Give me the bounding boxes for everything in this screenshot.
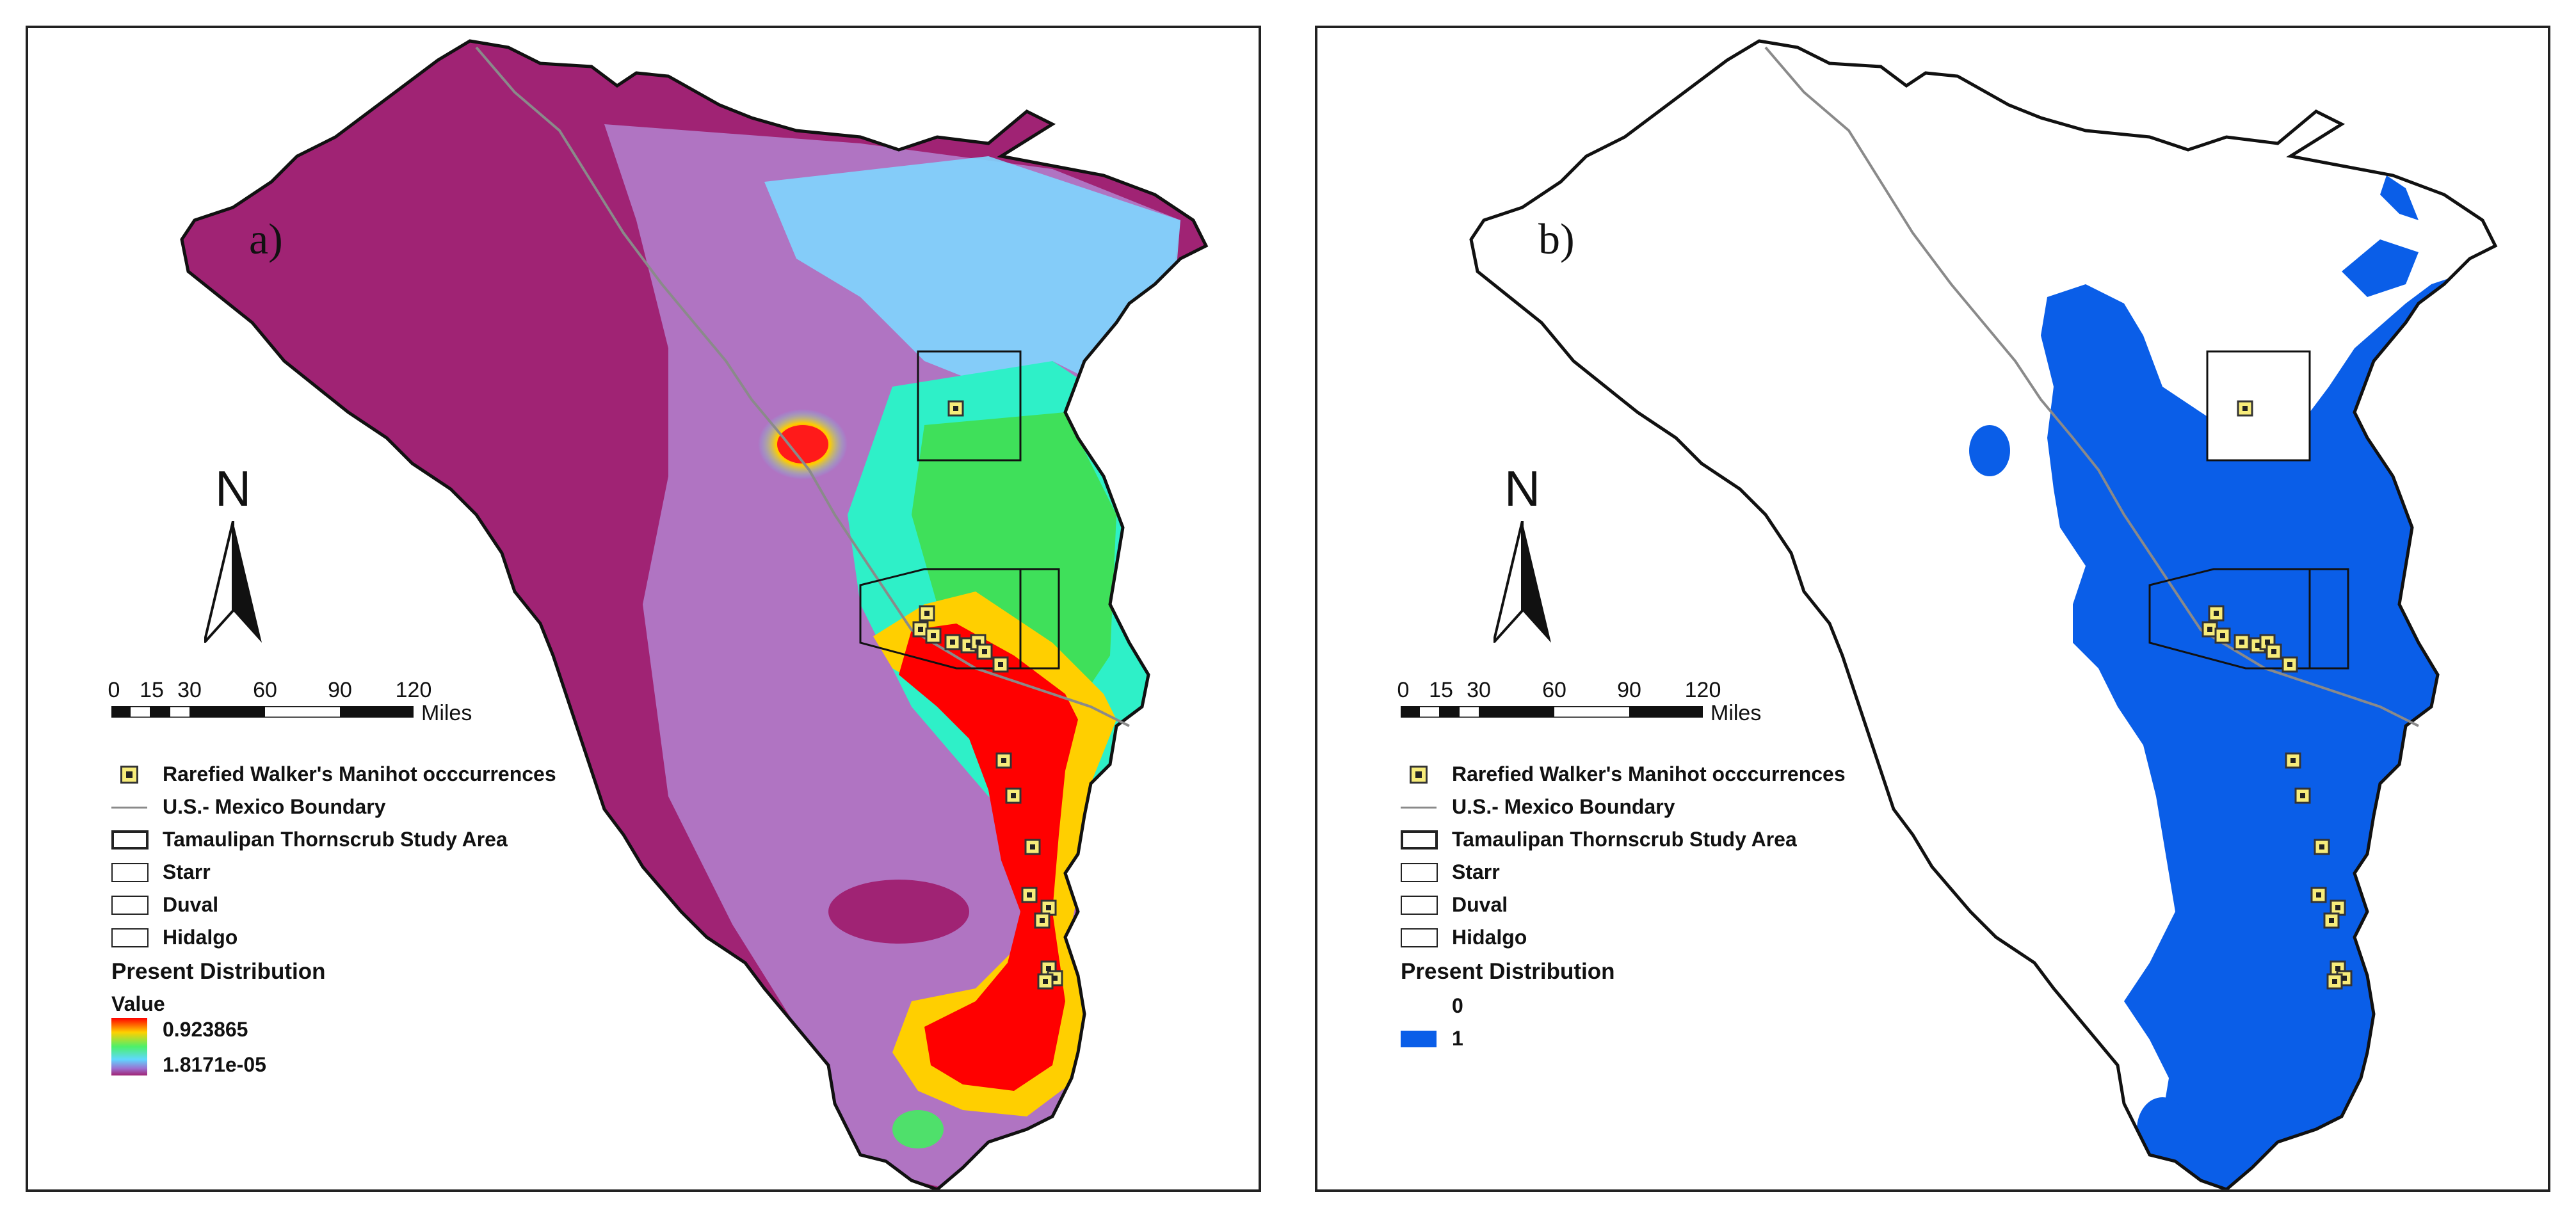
scale-tick: 120 [1684,678,1721,702]
scale-tick: 15 [1429,678,1453,702]
scale-tick: 0 [1397,678,1410,702]
legend: Rarefied Walker's Manihot occcurrences U… [1401,758,1951,1055]
legend-duval: Duval [1452,893,1508,916]
legend-duval: Duval [163,893,219,916]
north-arrow-icon [1493,521,1551,643]
legend-layer-title: Present Distribution [1401,959,1615,984]
legend-starr: Starr [1452,860,1500,883]
value-ramp [111,1018,147,1075]
us-mexico-boundary [475,46,1130,727]
panel-label: b) [1538,214,1575,263]
legend-hidalgo: Hidalgo [163,926,238,949]
legend-study-area: Tamaulipan Thornscrub Study Area [163,828,508,851]
scale-tick: 15 [140,678,164,702]
suitability-map [28,28,1259,1189]
binary-distribution-map [1317,28,2548,1189]
scale-bar-graphic [111,706,414,718]
scale-tick: 30 [177,678,202,702]
legend-starr: Starr [163,860,211,883]
north-arrow: N [185,463,281,649]
county-duval [917,350,1022,462]
scale-tick: 30 [1467,678,1491,702]
legend-hidalgo: Hidalgo [1452,926,1527,949]
scale-unit: Miles [421,701,472,725]
legend-value-high: 0.923865 [163,1018,248,1041]
occurrence-points [912,400,1063,990]
scale-tick: 0 [108,678,120,702]
scale-tick: 60 [253,678,277,702]
legend-value-title: Value [111,992,165,1015]
county-hidalgo [1020,568,1060,670]
scale-bar-graphic [1401,706,1703,718]
north-label: N [1504,460,1541,517]
north-label: N [214,460,252,517]
us-mexico-boundary [1764,46,2419,727]
scale-bar: 0 15 30 60 90 120 Miles [108,678,472,729]
county-duval [2206,350,2311,462]
north-arrow: N [1474,463,1570,649]
scale-bar: 0 15 30 60 90 120 Miles [1397,678,1762,729]
legend-class-0: 0 [1452,994,1463,1017]
map-panel-b: b) N 0 15 30 60 90 120 Miles Rarefied Wa… [1315,26,2550,1192]
scale-tick: 60 [1542,678,1566,702]
map-panel-a: a) N 0 15 30 60 90 120 Miles Rarefied Wa… [26,26,1261,1192]
legend-boundary: U.S.- Mexico Boundary [163,795,386,818]
scale-unit: Miles [1711,701,1762,725]
legend-study-area: Tamaulipan Thornscrub Study Area [1452,828,1797,851]
class-1-swatch [1401,1030,1437,1047]
county-hidalgo [2310,568,2349,670]
scale-tick: 120 [395,678,432,702]
north-arrow-icon [204,521,262,643]
legend-boundary: U.S.- Mexico Boundary [1452,795,1675,818]
legend-class-1: 1 [1452,1027,1463,1050]
scale-tick: 90 [328,678,352,702]
legend-layer-title: Present Distribution [111,959,326,984]
legend-occurrences: Rarefied Walker's Manihot occcurrences [163,762,556,785]
legend: Rarefied Walker's Manihot occcurrences U… [111,758,662,1079]
legend-value-low: 1.8171e-05 [163,1053,266,1076]
panel-label: a) [249,214,283,263]
legend-occurrences: Rarefied Walker's Manihot occcurrences [1452,762,1846,785]
scale-tick: 90 [1617,678,1641,702]
